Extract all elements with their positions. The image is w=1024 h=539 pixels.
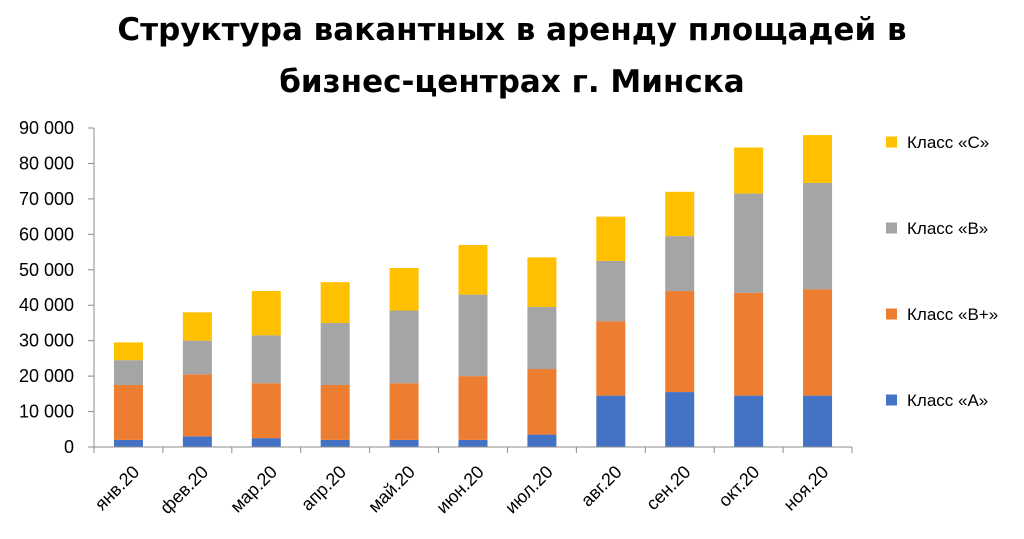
legend-swatch: [886, 136, 897, 148]
bar-segment-май.20-s2: [389, 310, 419, 384]
x-tick-label: окт.20: [714, 462, 763, 511]
y-tick-label: 20 000: [19, 366, 74, 386]
bar-segment-сен.20-s0: [665, 392, 695, 447]
bar-segment-окт.20-s0: [734, 395, 764, 447]
bar-segment-ноя.20-s1: [803, 289, 833, 396]
x-axis: янв.20 фев.20 мар.20 апр.20 май.20 июн.20 июл.…: [91, 446, 853, 518]
bar-segment-май.20-s0: [389, 439, 419, 447]
bar-segment-сен.20-s3: [665, 191, 695, 237]
bar-segment-апр.20-s2: [320, 322, 350, 385]
legend-swatch: [886, 394, 897, 406]
bar-segment-июн.20-s1: [458, 376, 488, 440]
bar-segment-сен.20-s1: [665, 291, 695, 393]
bar-segment-июл.20-s0: [527, 434, 557, 447]
bar-segment-июл.20-s3: [527, 257, 557, 307]
bar-segment-июн.20-s0: [458, 439, 488, 447]
x-tick-label: фев.20: [156, 462, 212, 518]
bar-segment-фев.20-s0: [182, 436, 212, 447]
bar-segment-апр.20-s0: [320, 439, 350, 447]
y-tick-label: 90 000: [19, 118, 74, 138]
bar-segment-янв.20-s2: [113, 360, 143, 385]
bar-segment-фев.20-s3: [182, 312, 212, 341]
bar-segment-фев.20-s2: [182, 340, 212, 375]
bar-segment-ноя.20-s3: [803, 135, 833, 183]
bar-segment-июл.20-s2: [527, 306, 557, 370]
bar-segment-июн.20-s3: [458, 244, 488, 295]
chart-title-line-2: бизнес-центрах г. Минска: [279, 64, 745, 100]
bar-segment-апр.20-s1: [320, 384, 350, 440]
legend-swatch: [886, 222, 897, 234]
bar-segment-окт.20-s1: [734, 292, 764, 396]
bar-segment-фев.20-s1: [182, 374, 212, 437]
bar-segment-янв.20-s1: [113, 384, 143, 440]
bar-segment-авг.20-s2: [596, 260, 626, 322]
x-tick-label: сен.20: [642, 462, 694, 514]
bars: [113, 135, 833, 447]
x-tick-label: июн.20: [432, 462, 488, 518]
bar-segment-янв.20-s3: [113, 342, 143, 361]
legend-label: Класс «А»: [907, 391, 988, 410]
legend-swatch: [886, 308, 897, 320]
legend-label: Класс «В»: [907, 219, 988, 238]
y-tick-label: 70 000: [19, 189, 74, 209]
y-tick-label: 0: [64, 437, 74, 457]
y-tick-label: 40 000: [19, 295, 74, 315]
legend: Класс «С» Класс «В» Класс «В+» Класс «А»: [886, 133, 998, 410]
bar-segment-сен.20-s2: [665, 236, 695, 292]
y-tick-label: 80 000: [19, 153, 74, 173]
legend-label: Класс «С»: [907, 133, 989, 152]
bar-segment-апр.20-s3: [320, 282, 350, 323]
x-tick-label: авг.20: [577, 462, 626, 511]
bar-segment-мар.20-s2: [251, 335, 281, 384]
x-tick-label: июл.20: [501, 462, 557, 518]
bar-segment-май.20-s1: [389, 383, 419, 440]
legend-label: Класс «В+»: [907, 305, 998, 324]
bar-segment-мар.20-s3: [251, 291, 281, 336]
chart-title-line-1: Структура вакантных в аренду площадей в: [117, 12, 907, 48]
bar-segment-ноя.20-s2: [803, 182, 833, 290]
bar-segment-ноя.20-s0: [803, 395, 833, 447]
x-tick-label: ноя.20: [780, 462, 833, 515]
bar-segment-июл.20-s1: [527, 369, 557, 435]
bar-segment-май.20-s3: [389, 268, 419, 311]
bar-segment-авг.20-s3: [596, 216, 626, 261]
y-tick-label: 10 000: [19, 402, 74, 422]
bar-segment-мар.20-s0: [251, 438, 281, 447]
x-tick-label: май.20: [364, 462, 419, 517]
y-tick-label: 60 000: [19, 224, 74, 244]
bar-segment-окт.20-s3: [734, 147, 764, 194]
x-tick-label: мар.20: [226, 462, 281, 517]
y-tick-label: 30 000: [19, 331, 74, 351]
bar-segment-июн.20-s2: [458, 294, 488, 377]
y-axis: 0 10 000 20 000 30 000 40 000 50 000 60 000 70 …: [19, 118, 95, 457]
bar-segment-авг.20-s0: [596, 395, 626, 447]
bar-segment-окт.20-s2: [734, 193, 764, 293]
y-tick-label: 50 000: [19, 260, 74, 280]
bar-segment-авг.20-s1: [596, 321, 626, 396]
chart-title: Структура вакантных в аренду площадей в …: [0, 4, 1024, 108]
x-tick-label: янв.20: [91, 462, 144, 515]
bar-segment-янв.20-s0: [113, 439, 143, 447]
x-tick-label: апр.20: [297, 462, 350, 515]
bar-segment-мар.20-s1: [251, 383, 281, 439]
